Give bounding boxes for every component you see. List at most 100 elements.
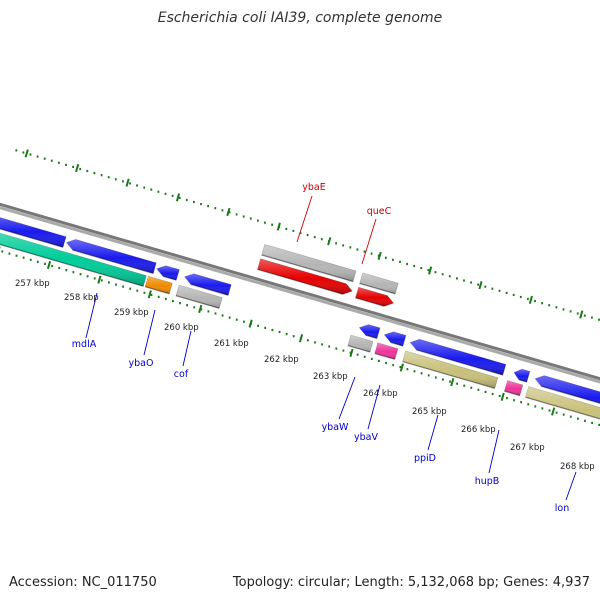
scale-dot <box>15 149 18 152</box>
gene-label-ybaV[interactable]: ybaV <box>354 432 378 443</box>
scale-dot <box>79 167 82 171</box>
gene-label-ybaE[interactable]: ybaE <box>302 182 325 193</box>
scale-dot <box>221 209 224 212</box>
scale-major-tick <box>478 281 483 290</box>
gene-label-lon[interactable]: lon <box>555 503 569 514</box>
scale-dot <box>164 192 167 195</box>
gene-reverse-1-shading <box>0 217 67 248</box>
scale-dot <box>136 289 139 292</box>
map-title: Escherichia coli IAI39, complete genome <box>157 10 443 26</box>
scale-dot <box>491 287 494 290</box>
scale-major-tick <box>198 304 203 314</box>
scale-dot <box>292 229 295 232</box>
scale-tick-label: 260 kbp <box>164 323 199 333</box>
gene-label-leader-queC <box>361 218 377 265</box>
scale-dot <box>249 217 252 220</box>
scale-tick-label: 264 kbp <box>363 389 398 399</box>
scale-major-tick <box>579 310 584 319</box>
scale-tick-label: 268 kbp <box>560 462 595 472</box>
scale-dot <box>399 260 401 263</box>
scale-major-tick <box>298 334 304 343</box>
scale-dot <box>413 264 416 268</box>
scale-dot <box>22 151 25 154</box>
scale-dot <box>520 401 522 404</box>
scale-major-tick <box>428 266 433 275</box>
scale-dot <box>548 409 551 412</box>
scale-major-tick <box>450 378 455 387</box>
scale-dot <box>44 262 46 265</box>
pseudo-gene-ybaE-rim <box>261 254 354 283</box>
scale-dot <box>335 242 337 245</box>
scale-major-tick <box>97 275 102 284</box>
scale-dot <box>15 254 18 257</box>
scale-dot <box>356 353 359 356</box>
scale-dot <box>484 285 487 288</box>
scale-dot <box>321 343 323 346</box>
scale-dot <box>185 198 188 202</box>
scale-dot <box>470 281 472 284</box>
scale-dot <box>406 262 408 266</box>
scale-dot <box>129 182 131 185</box>
scale-dot <box>122 285 124 288</box>
scale-tick-label: 263 kbp <box>313 372 348 382</box>
scale-tick-label: 262 kbp <box>264 355 299 365</box>
scale-dot <box>512 293 515 296</box>
pseudo-gene-ybaW-shading <box>347 335 373 352</box>
gene-label-ybaO[interactable]: ybaO <box>129 358 154 369</box>
scale-dot <box>477 283 480 286</box>
scale-dot <box>356 248 359 251</box>
scale-dot <box>591 421 593 424</box>
scale-dot <box>598 423 600 426</box>
scale-dot <box>506 397 508 400</box>
scale-dot <box>541 407 544 410</box>
pseudo-gene-ppiD-rim <box>402 360 495 389</box>
scale-dot <box>448 275 451 278</box>
gene-label-ybaW[interactable]: ybaW <box>322 422 349 433</box>
scale-dot <box>264 221 266 224</box>
scale-dot <box>107 176 110 179</box>
scale-dot <box>193 306 196 309</box>
scale-dot <box>51 264 53 268</box>
scale-dot <box>86 169 89 173</box>
scale-dot <box>86 275 89 278</box>
gene-label-cof[interactable]: cof <box>174 369 189 380</box>
scale-dot <box>470 386 473 389</box>
scale-dot <box>378 359 380 362</box>
scale-major-tick <box>24 149 29 158</box>
scale-dot <box>264 326 267 329</box>
scale-major-tick <box>500 392 505 401</box>
scale-tick-label: 265 kbp <box>412 407 447 417</box>
scale-dot <box>235 213 238 216</box>
scale-dot <box>150 293 153 296</box>
scale-dot <box>58 266 61 270</box>
scale-major-tick <box>248 319 253 328</box>
scale-dot <box>58 161 60 164</box>
scale-dot <box>179 302 181 305</box>
scale-dot <box>392 364 395 367</box>
scale-dot <box>228 211 231 214</box>
scale-major-tick <box>377 251 382 260</box>
scale-dot <box>320 238 323 241</box>
gene-label-leader-hupB <box>488 429 500 474</box>
gene-label-mdlA[interactable]: mdlA <box>72 339 97 350</box>
scale-tick-label: 261 kbp <box>214 339 249 349</box>
scale-dot <box>555 306 558 309</box>
scale-dot <box>193 200 195 204</box>
scale-dot <box>292 335 295 338</box>
scale-dot <box>463 279 465 282</box>
scale-dot <box>257 219 259 222</box>
scale-tick-label: 259 kbp <box>114 308 149 318</box>
pseudo-gene-queC-shading <box>359 272 399 294</box>
gene-label-hupB[interactable]: hupB <box>475 476 500 487</box>
gene-label-leader-mdlA <box>85 292 98 339</box>
scale-dot <box>278 330 281 334</box>
gene-hupB-shading <box>514 369 530 382</box>
scale-dot <box>349 246 352 249</box>
scale-dot <box>505 291 508 294</box>
gene-label-queC[interactable]: queC <box>367 206 392 217</box>
scale-dot <box>569 310 572 313</box>
gene-label-ppiD[interactable]: ppiD <box>414 453 436 464</box>
scale-dot <box>584 419 586 422</box>
scale-dot <box>413 370 416 373</box>
